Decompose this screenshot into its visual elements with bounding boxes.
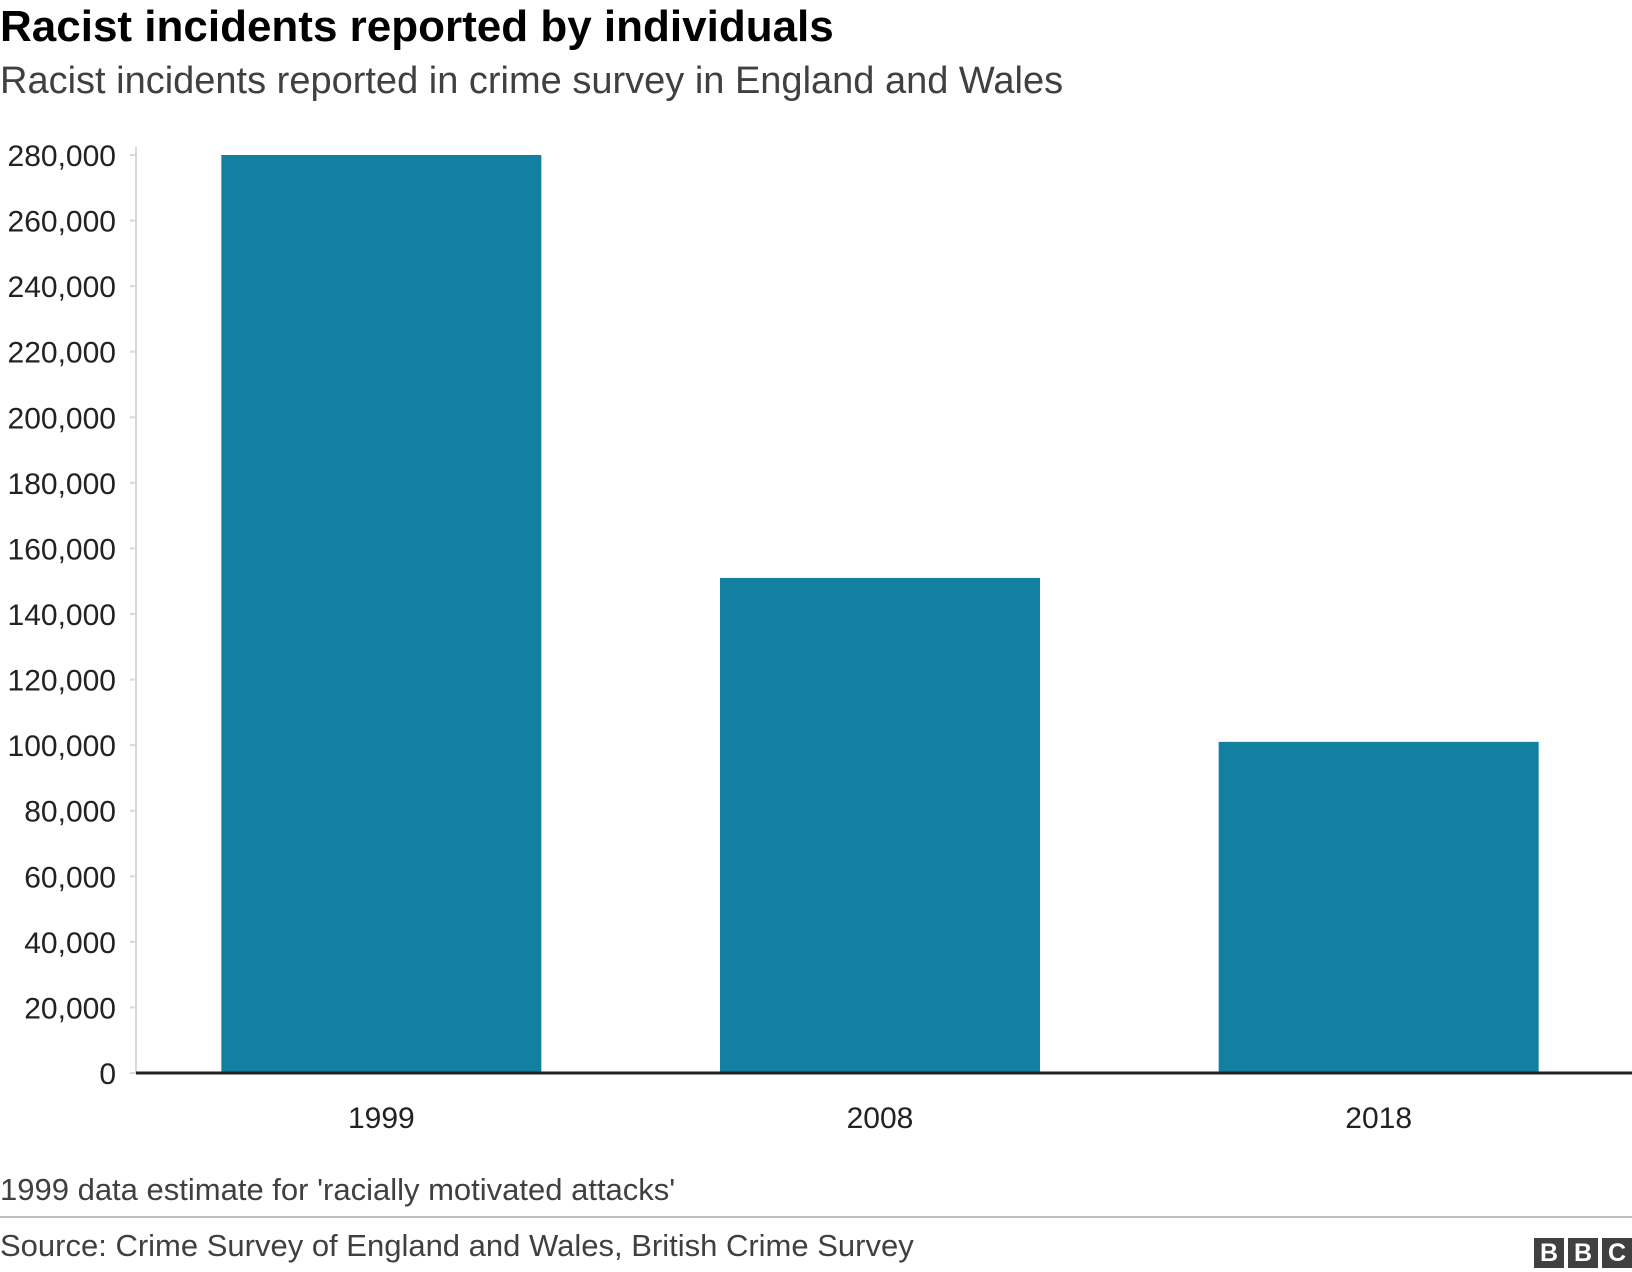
x-tick-label: 2018 bbox=[1345, 1102, 1412, 1135]
x-axis: 1999 2008 2018 bbox=[136, 1071, 1632, 1135]
y-tick-label: 160,000 bbox=[8, 533, 116, 566]
bar bbox=[221, 155, 542, 1073]
logo-letter: C bbox=[1602, 1238, 1632, 1268]
bbc-logo: B B C bbox=[1534, 1238, 1632, 1268]
x-tick-label: 2008 bbox=[847, 1102, 914, 1135]
y-axis: 0 20,000 40,000 60,000 80,000 100,000 120,000 1… bbox=[8, 140, 137, 1091]
y-tick-label: 180,000 bbox=[8, 468, 116, 501]
y-tick-label: 60,000 bbox=[24, 861, 116, 894]
source-text: Source: Crime Survey of England and Wale… bbox=[0, 1228, 914, 1263]
y-tick-label: 20,000 bbox=[24, 992, 116, 1025]
y-tick-label: 100,000 bbox=[8, 730, 116, 763]
y-tick-label: 220,000 bbox=[8, 337, 116, 370]
y-tick-label: 240,000 bbox=[8, 271, 116, 304]
chart-title: Racist incidents reported by individuals bbox=[0, 2, 834, 51]
y-tick-label: 80,000 bbox=[24, 796, 116, 829]
y-tick-label: 40,000 bbox=[24, 927, 116, 960]
x-tick-label: 1999 bbox=[348, 1102, 415, 1135]
footer-divider bbox=[0, 1216, 1632, 1218]
y-tick-label: 200,000 bbox=[8, 402, 116, 435]
y-tick-label: 120,000 bbox=[8, 665, 116, 698]
y-tick-label: 260,000 bbox=[8, 206, 116, 239]
chart-note: 1999 data estimate for 'racially motivat… bbox=[0, 1172, 676, 1207]
y-tick-label: 0 bbox=[99, 1058, 116, 1091]
bar bbox=[720, 577, 1040, 1073]
bar bbox=[1218, 741, 1539, 1073]
y-tick-label: 280,000 bbox=[8, 140, 116, 173]
logo-letter: B bbox=[1534, 1238, 1564, 1268]
bar-chart: 0 20,000 40,000 60,000 80,000 100,000 120,000 1… bbox=[8, 140, 1632, 1135]
y-tick-label: 140,000 bbox=[8, 599, 116, 632]
bars bbox=[221, 155, 1539, 1073]
logo-letter: B bbox=[1568, 1238, 1598, 1268]
chart-subtitle: Racist incidents reported in crime surve… bbox=[0, 60, 1064, 102]
